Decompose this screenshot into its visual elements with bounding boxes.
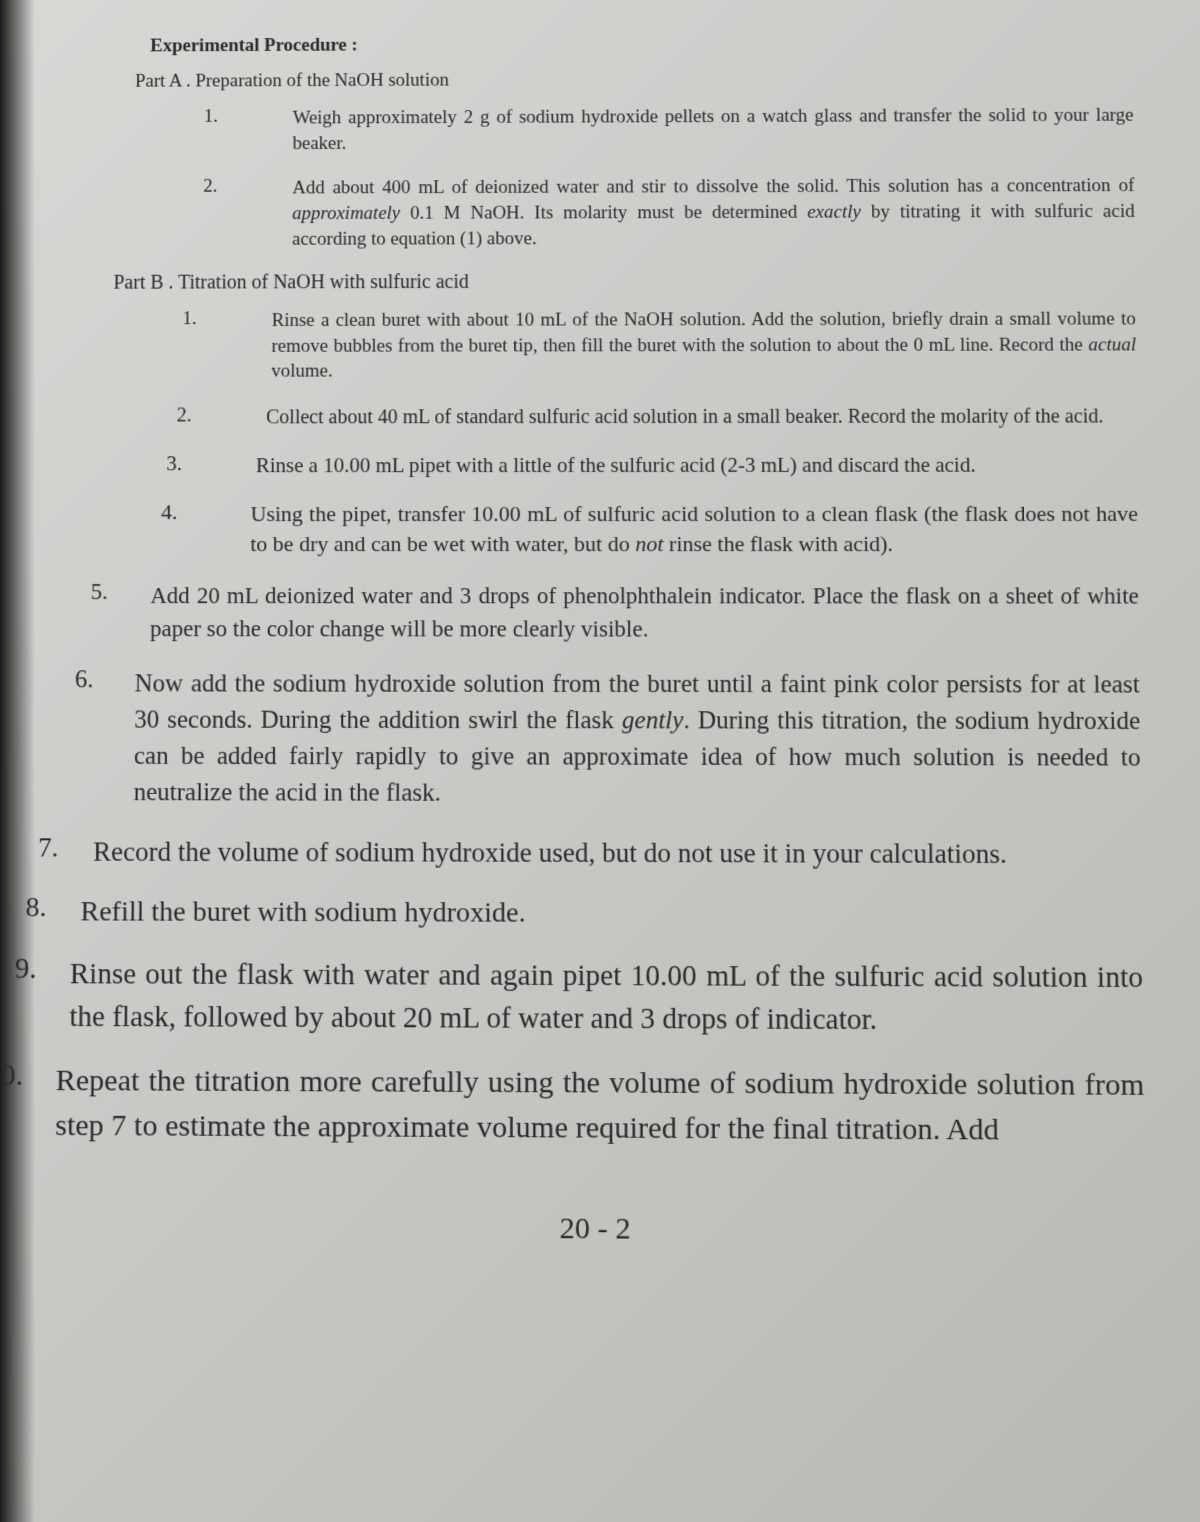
text-run: Rinse a clean buret with about 10 mL of … xyxy=(271,309,1135,357)
step-number: 0. xyxy=(0,1059,56,1148)
part-b-step: 3. Rinse a 10.00 mL pipet with a little … xyxy=(127,451,1153,480)
step-number: 5. xyxy=(80,579,150,646)
step-text: Rinse a clean buret with about 10 mL of … xyxy=(271,307,1151,385)
part-b-step: 9. Rinse out the flask with water and ag… xyxy=(14,953,1159,1043)
step-text: Rinse a 10.00 mL pipet with a little of … xyxy=(256,451,1153,480)
italic-text: exactly xyxy=(807,202,861,223)
step-number: 6. xyxy=(64,666,135,812)
text-run: volume. xyxy=(271,361,332,382)
part-b-step: 5. Add 20 mL deionized water and 3 drops… xyxy=(80,579,1154,647)
step-number: 7. xyxy=(38,832,93,872)
italic-text: approximately xyxy=(292,203,400,224)
part-a-title: Part A . Preparation of the NaOH solutio… xyxy=(135,67,1148,92)
part-b-title: Part B . Titration of NaOH with sulfuric… xyxy=(113,270,1150,295)
part-a-step: 1. Weigh approximately 2 g of sodium hyd… xyxy=(164,103,1149,157)
text-run: 0.1 M NaOH. Its molarity must be determi… xyxy=(400,202,807,224)
document-page: Experimental Procedure : Part A . Prepar… xyxy=(0,0,1200,1522)
step-text: Using the pipet, transfer 10.00 mL of su… xyxy=(250,499,1153,559)
step-number: 1. xyxy=(142,308,272,385)
step-number: 1. xyxy=(164,106,293,157)
step-text: Collect about 40 mL of standard sulfuric… xyxy=(266,404,1152,432)
page-number: 20 - 2 xyxy=(34,1209,1161,1250)
part-b-step: 7. Record the volume of sodium hydroxide… xyxy=(38,832,1157,874)
step-number: 4. xyxy=(121,500,251,559)
part-b-step: 4. Using the pipet, transfer 10.00 mL of… xyxy=(121,499,1154,559)
step-number: 2. xyxy=(163,176,292,252)
lower-section: 5. Add 20 mL deionized water and 3 drops… xyxy=(79,579,1157,814)
text-run: rinse the flask with acid). xyxy=(664,531,894,556)
step-text: Rinse out the flask with water and again… xyxy=(69,953,1159,1043)
part-b-step: 8. Refill the buret with sodium hydroxid… xyxy=(25,892,1158,937)
italic-text: not xyxy=(635,531,663,556)
step-number: 9. xyxy=(14,953,70,1039)
step-text: Refill the buret with sodium hydroxide. xyxy=(80,892,1158,936)
procedure-heading: Experimental Procedure : xyxy=(150,32,1148,58)
part-b-step: 1. Rinse a clean buret with about 10 mL … xyxy=(142,307,1151,385)
italic-text: gently xyxy=(622,707,684,734)
lower-section-2: 7. Record the volume of sodium hydroxide… xyxy=(34,832,1161,1250)
step-text: Add about 400 mL of deionized water and … xyxy=(292,173,1150,251)
step-text: Weigh approximately 2 g of sodium hydrox… xyxy=(293,103,1150,156)
step-number: 2. xyxy=(137,405,266,432)
page-content: Experimental Procedure : Part A . Prepar… xyxy=(14,32,1172,1251)
upper-section: Experimental Procedure : Part A . Prepar… xyxy=(111,32,1154,559)
step-number: 8. xyxy=(25,892,80,933)
step-text: Add 20 mL deionized water and 3 drops of… xyxy=(150,579,1155,647)
part-b-step: 2. Collect about 40 mL of standard sulfu… xyxy=(137,404,1152,432)
italic-text: actual xyxy=(1088,334,1136,355)
text-run: Add about 400 mL of deionized water and … xyxy=(292,175,1134,198)
step-text: Now add the sodium hydroxide solution fr… xyxy=(133,666,1156,814)
part-b-step: 0. Repeat the titration more carefully u… xyxy=(0,1059,1160,1153)
part-b-step: 6. Now add the sodium hydroxide solution… xyxy=(64,666,1157,814)
step-number: 3. xyxy=(127,451,256,479)
step-text: Repeat the titration more carefully usin… xyxy=(55,1059,1160,1153)
step-text: Record the volume of sodium hydroxide us… xyxy=(93,832,1157,874)
part-a-step: 2. Add about 400 mL of deionized water a… xyxy=(163,173,1150,252)
